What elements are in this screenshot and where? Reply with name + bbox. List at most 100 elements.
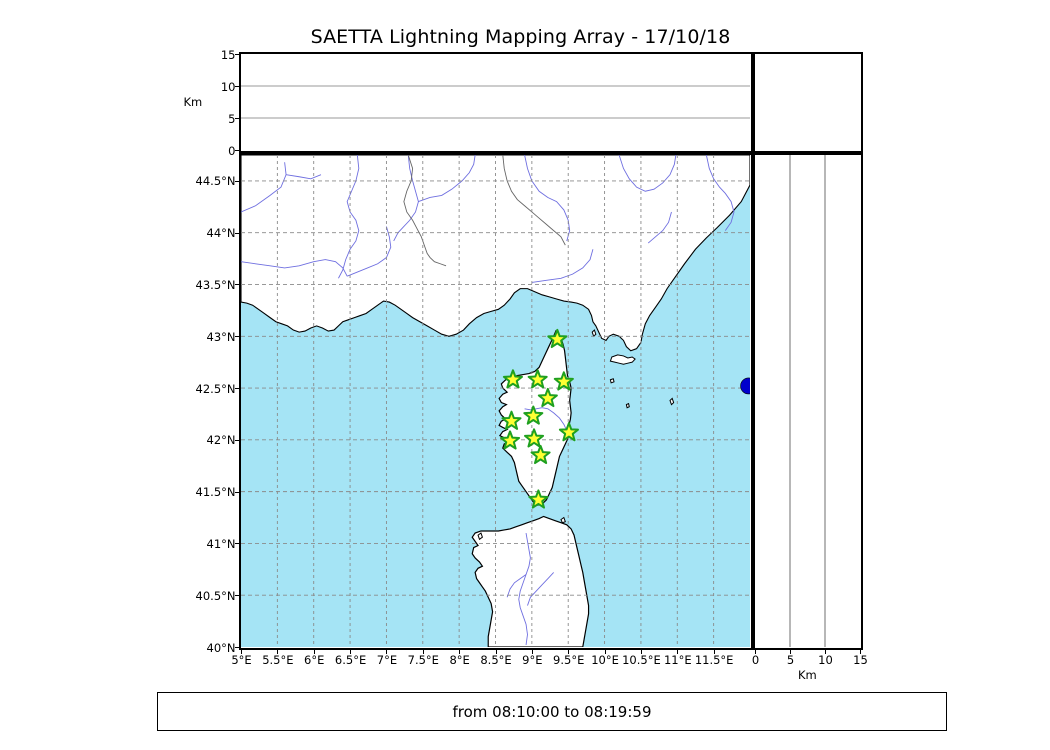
time-range-status-box[interactable]: from 08:10:00 to 08:19:59 bbox=[157, 692, 947, 731]
right-panel-tickmark bbox=[860, 650, 861, 654]
page-title: SAETTA Lightning Mapping Array - 17/10/1… bbox=[310, 26, 731, 48]
sardinia-landmass bbox=[471, 515, 590, 647]
time-range-label: from 08:10:00 to 08:19:59 bbox=[452, 702, 652, 721]
map-lon-tickmark bbox=[568, 650, 570, 654]
right-panel-plot bbox=[789, 155, 826, 647]
maddalena-island bbox=[560, 516, 566, 524]
top-panel-y-tick-label: 15 bbox=[220, 47, 236, 62]
map-lat-tick-label: 42.5°N bbox=[195, 381, 236, 396]
map-lon-tickmark bbox=[531, 650, 533, 654]
river-line-2 bbox=[286, 174, 322, 180]
map-lat-tick-label: 42°N bbox=[206, 433, 236, 448]
map-lon-tick-label: 5°E bbox=[231, 653, 252, 667]
river-line-6 bbox=[524, 155, 571, 242]
map-lon-tickmark bbox=[640, 650, 642, 654]
river-line-16 bbox=[527, 572, 554, 606]
map-lon-tickmark bbox=[277, 650, 279, 654]
map-lon-tick-label: 11.5°E bbox=[694, 653, 734, 667]
map-lon-tick-label: 11°E bbox=[663, 653, 692, 667]
altitude-histogram-panel[interactable] bbox=[753, 52, 863, 153]
river-line-10 bbox=[346, 226, 392, 277]
map-lat-tick-label: 44.5°N bbox=[195, 174, 236, 189]
map-lon-tick-label: 8.5°E bbox=[480, 653, 512, 667]
map-lat-tick-label: 41°N bbox=[206, 536, 236, 551]
map-lon-tickmark bbox=[459, 650, 461, 654]
pianosa-island bbox=[609, 378, 615, 384]
river-line-7 bbox=[618, 155, 677, 192]
asinara-island bbox=[477, 532, 484, 541]
map-lon-tick-label: 6.5°E bbox=[334, 653, 367, 667]
altitude-vs-longitude-panel[interactable] bbox=[239, 52, 753, 153]
map-lon-tick-label: 6°E bbox=[304, 653, 325, 667]
river-line-1 bbox=[241, 162, 287, 213]
right-panel-x-tick-label: 10 bbox=[818, 653, 833, 667]
map-lat-tickmark bbox=[235, 595, 239, 597]
map-lat-tick-label: 40.5°N bbox=[195, 588, 236, 603]
capraia-island bbox=[591, 329, 597, 338]
lightning-source-marker bbox=[740, 377, 750, 395]
river-line-15 bbox=[506, 574, 527, 598]
map-lon-tickmark bbox=[241, 650, 242, 654]
top-panel-tickmark bbox=[235, 118, 239, 119]
map-lon-tick-label: 5.5°E bbox=[262, 653, 294, 667]
map-lat-tickmark bbox=[235, 491, 239, 493]
map-geography bbox=[241, 155, 750, 647]
right-panel-x-tick-label: 0 bbox=[751, 653, 760, 667]
right-panel-tickmark bbox=[790, 650, 791, 654]
river-line-8 bbox=[705, 155, 735, 231]
river-line-9 bbox=[241, 259, 348, 277]
map-lat-tickmark bbox=[235, 388, 239, 390]
river-line-5 bbox=[418, 155, 476, 203]
top-panel-plot bbox=[241, 85, 750, 119]
altitude-vs-latitude-panel[interactable] bbox=[753, 153, 863, 650]
map-lat-tickmark bbox=[235, 232, 239, 234]
elba-island bbox=[609, 354, 636, 365]
map-lat-tickmark bbox=[235, 336, 239, 338]
right-panel-tickmark bbox=[755, 650, 756, 654]
map-lon-tick-label: 8°E bbox=[449, 653, 470, 667]
map-lat-tickmark bbox=[235, 439, 239, 441]
map-stage bbox=[241, 155, 751, 648]
montecristo-island bbox=[625, 402, 630, 409]
right-panel-x-tick-label: 5 bbox=[786, 653, 795, 667]
map-lon-tickmark bbox=[386, 650, 388, 654]
map-lon-tick-label: 10.5°E bbox=[622, 653, 661, 667]
top-panel-y-tick-label: 0 bbox=[228, 143, 236, 158]
map-lon-tickmark bbox=[677, 650, 679, 654]
map-lon-tick-label: 7.5°E bbox=[407, 653, 439, 667]
map-lat-tickmark bbox=[235, 647, 239, 648]
map-lon-tickmark bbox=[313, 650, 315, 654]
river-line-14 bbox=[518, 532, 531, 645]
top-panel-y-tick-label: 10 bbox=[220, 79, 236, 94]
right-panel-tickmark bbox=[825, 650, 826, 654]
map-lon-tickmark bbox=[422, 650, 424, 654]
top-panel-y-tick-label: 5 bbox=[228, 111, 236, 126]
admin-border-2 bbox=[502, 155, 566, 246]
top-panel-axis-label: Km bbox=[183, 94, 203, 109]
map-lon-tick-label: 9.5°E bbox=[553, 653, 585, 667]
map-lat-tick-label: 43.5°N bbox=[195, 277, 236, 292]
river-line-11 bbox=[531, 249, 594, 283]
map-lon-tick-label: 7°E bbox=[376, 653, 398, 667]
map-lon-tickmark bbox=[350, 650, 352, 654]
admin-border-1 bbox=[403, 155, 447, 267]
map-lat-tick-label: 43°N bbox=[206, 329, 236, 344]
map-lon-tick-label: 9°E bbox=[522, 653, 543, 667]
map-lon-tickmark bbox=[495, 650, 497, 654]
top-panel-tickmark bbox=[235, 54, 239, 55]
map-lat-tick-label: 41.5°N bbox=[195, 485, 236, 500]
map-lat-tick-label: 40°N bbox=[206, 640, 236, 655]
map-lon-tick-label: 10°E bbox=[591, 653, 619, 667]
map-lat-tick-label: 44°N bbox=[206, 226, 236, 241]
river-line-12 bbox=[647, 211, 672, 244]
top-panel-tickmark bbox=[235, 150, 239, 151]
right-panel-x-tick-label: 15 bbox=[853, 653, 868, 667]
map-lat-tickmark bbox=[235, 284, 239, 286]
river-line-4 bbox=[393, 155, 419, 242]
top-right-panel-plot bbox=[755, 54, 860, 150]
top-panel-tickmark bbox=[235, 86, 239, 87]
map-lat-tickmark bbox=[235, 180, 239, 182]
map-panel[interactable] bbox=[239, 153, 753, 650]
map-lon-tickmark bbox=[604, 650, 606, 654]
giglio-island bbox=[669, 397, 675, 406]
